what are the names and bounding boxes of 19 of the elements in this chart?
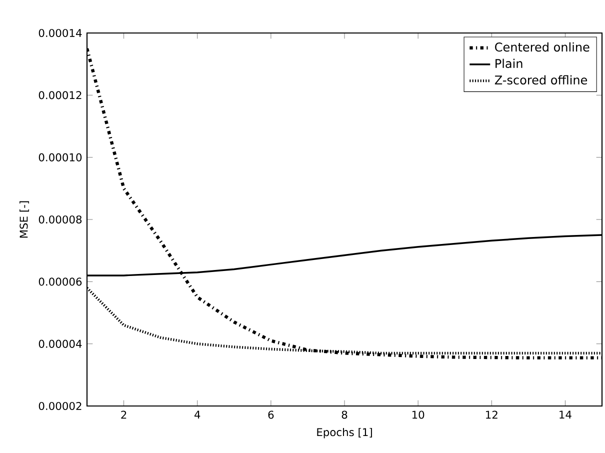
x-tick-label: 12 bbox=[486, 410, 498, 419]
y-tick-label: 0.00002 bbox=[38, 402, 82, 410]
legend-label: Plain bbox=[496, 58, 522, 68]
x-tick-label: 10 bbox=[412, 410, 424, 419]
y-tick-label: 0.00004 bbox=[38, 340, 82, 348]
x-tick-label: 14 bbox=[560, 410, 572, 418]
x-axis-title: Epochs [1] bbox=[317, 428, 372, 438]
y-tick-label: 0.00010 bbox=[38, 153, 82, 162]
x-tick-label: 6 bbox=[268, 410, 274, 419]
y-axis-title: MSE [-] bbox=[20, 201, 30, 238]
y-tick-label: 0.00014 bbox=[38, 28, 82, 38]
legend-label: Centered online bbox=[495, 42, 590, 52]
x-tick-label: 2 bbox=[121, 410, 126, 419]
y-tick-label: 0.00008 bbox=[38, 215, 82, 224]
y-tick-label: 0.00006 bbox=[38, 278, 82, 286]
legend-label: Z-scored offline bbox=[494, 75, 588, 85]
y-tick-label: 0.00012 bbox=[38, 91, 82, 100]
x-tick-label: 8 bbox=[342, 410, 348, 419]
x-tick-label: 4 bbox=[194, 410, 200, 418]
